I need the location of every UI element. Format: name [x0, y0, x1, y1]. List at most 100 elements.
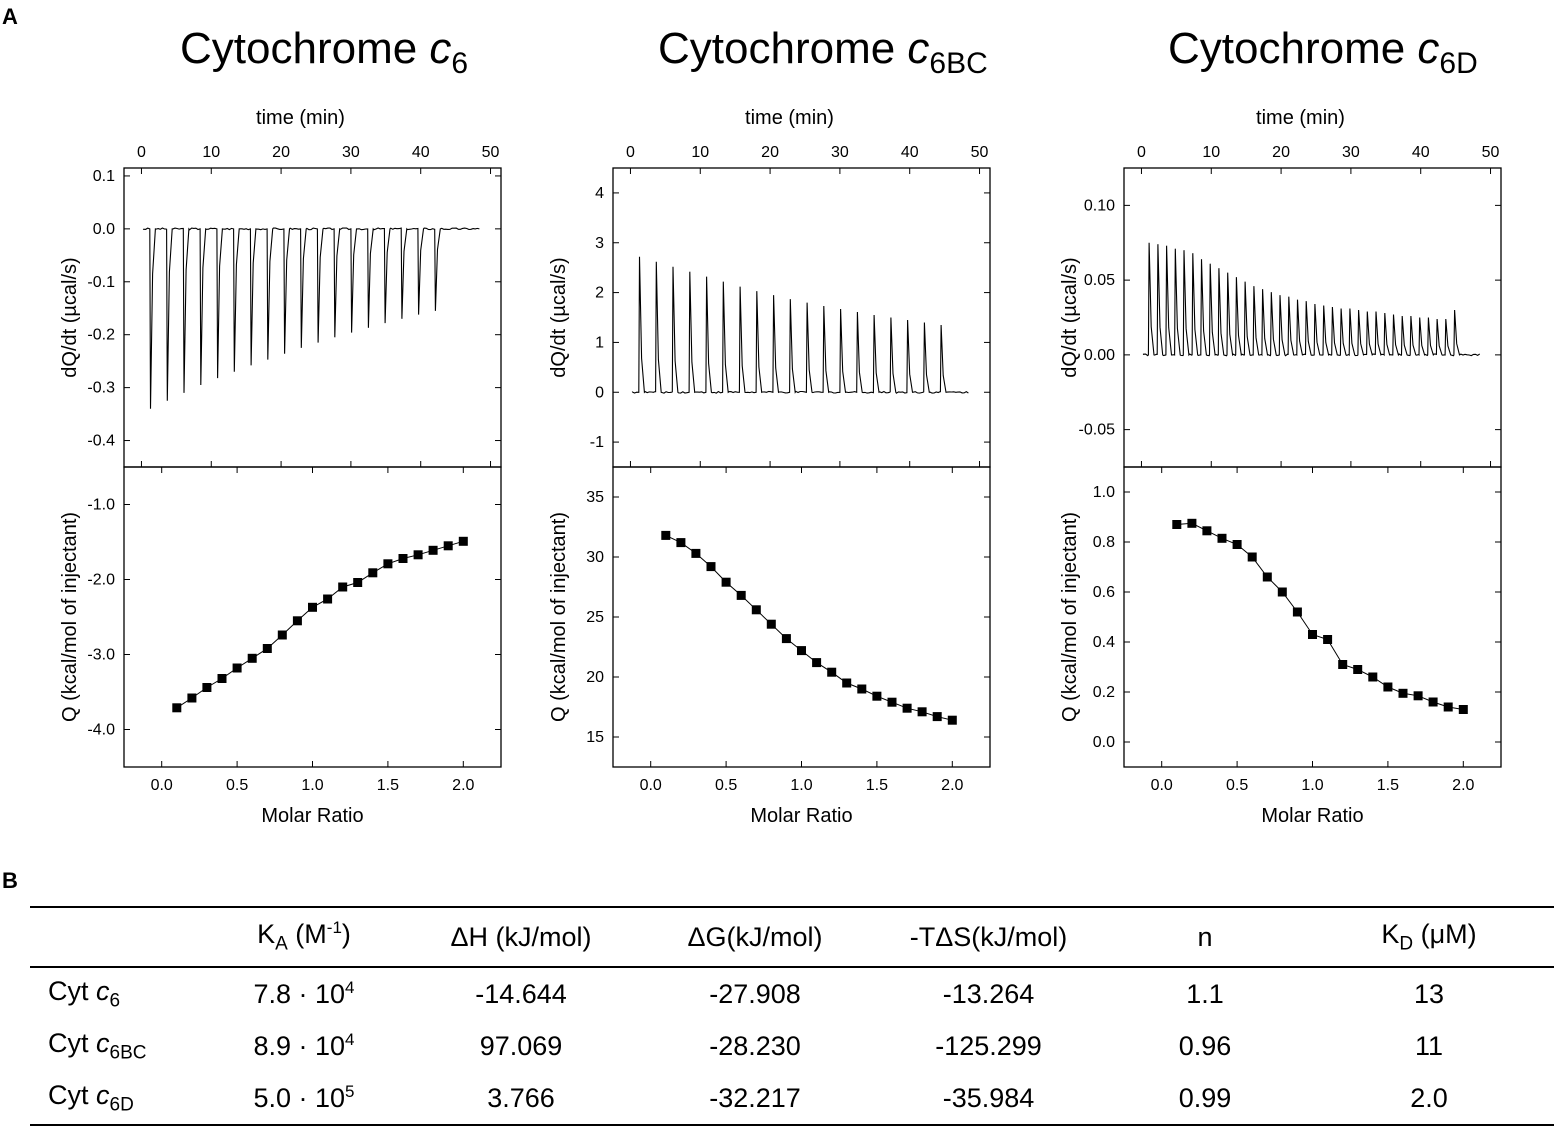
header-dg: ΔG(kJ/mol)	[639, 906, 871, 968]
time-tick-label: 30	[342, 144, 360, 161]
row-label: Cyt c6	[48, 975, 121, 1012]
time-tick-label: 30	[831, 144, 849, 161]
molar-ratio-tick-label: 1.0	[301, 777, 323, 794]
cell-dg: -27.908	[709, 978, 801, 1009]
data-point	[1428, 697, 1438, 707]
data-point	[706, 562, 716, 572]
molar-ratio-tick-label: 2.0	[941, 777, 963, 794]
header-n: n	[1106, 906, 1304, 968]
row-label: Cyt c6BC	[48, 1027, 147, 1064]
top-y-tick-label: 1	[595, 334, 604, 351]
data-point	[458, 536, 468, 546]
data-point	[277, 630, 287, 640]
chart-title-c6bc: Cytochrome c6BC	[658, 24, 988, 80]
top-y-tick-label: -0.2	[87, 327, 115, 344]
data-point	[338, 582, 348, 592]
chart-title-c6: Cytochrome c6	[180, 24, 469, 80]
molar-ratio-axis-label: Molar Ratio	[750, 805, 852, 827]
top-y-tick-label: 0.1	[93, 168, 115, 185]
cell-dg: -32.217	[639, 1072, 871, 1126]
time-tick-label: 50	[1482, 144, 1500, 161]
bottom-y-tick-label: -3.0	[87, 647, 115, 664]
top-y-tick-label: 4	[595, 185, 604, 202]
data-point	[781, 634, 791, 644]
data-point	[947, 715, 957, 725]
chart-panel-1: 0 10 20 30 40 50 time (min) 0.1 0.0 -0.1 -0.2 -0.3 -…	[59, 107, 502, 827]
bottom-plot-frame	[123, 466, 502, 768]
data-point	[172, 703, 182, 713]
time-tick-label: 20	[1272, 144, 1290, 161]
cell-n: 1.1	[1186, 978, 1224, 1009]
thermodynamics-table: KA (M-1) ΔH (kJ/mol) ΔG(kJ/mol) -TΔS(kJ/…	[30, 906, 1554, 1126]
molar-ratio-tick-label: 0.0	[1151, 777, 1173, 794]
molar-ratio-axis-label: Molar Ratio	[261, 805, 363, 827]
bottom-plot-frame	[612, 466, 991, 768]
time-axis-label: time (min)	[1256, 107, 1345, 129]
top-plot-frame	[1123, 167, 1502, 468]
fit-curve	[1176, 522, 1464, 710]
data-point	[1187, 518, 1197, 528]
time-tick-label: 20	[761, 144, 779, 161]
data-point	[1323, 635, 1333, 644]
cell-kd: 13	[1413, 978, 1445, 1009]
data-point	[1172, 520, 1182, 529]
top-y-tick-label: 2	[595, 285, 604, 302]
row-label: Cyt c6D	[30, 1072, 205, 1126]
cell-tds: -13.264	[942, 978, 1035, 1009]
table-row: Cyt c6BC 8.9 · 104 97.069 -28.230 -125.2…	[30, 1020, 1554, 1072]
cell-dh: -14.644	[475, 978, 567, 1009]
data-point	[1202, 526, 1212, 536]
data-point	[812, 658, 822, 668]
chart-title-c6d: Cytochrome c6D	[1168, 24, 1478, 80]
data-point	[857, 684, 867, 694]
top-y-axis-label: dQ/dt (µcal/s)	[548, 257, 570, 377]
cell-dh: 97.069	[479, 1030, 563, 1061]
header-tds: -TΔS(kJ/mol)	[871, 906, 1106, 968]
data-point	[247, 653, 257, 663]
data-point	[917, 707, 927, 717]
data-point	[187, 693, 197, 703]
chart-panel-3: 0 10 20 30 40 50 time (min) 0.10 0.05 0.00 -0.05 dQ…	[1059, 107, 1502, 827]
top-y-tick-label: -0.3	[87, 380, 115, 397]
time-axis-label: time (min)	[745, 107, 834, 129]
data-point	[398, 554, 408, 563]
top-y-tick-label: 0.0	[93, 221, 115, 238]
molar-ratio-tick-label: 0.5	[715, 777, 737, 794]
time-tick-label: 20	[272, 144, 290, 161]
top-y-tick-label: 0.05	[1084, 272, 1115, 289]
top-y-tick-label: -0.1	[87, 274, 115, 291]
time-tick-label: 10	[202, 144, 220, 161]
molar-ratio-tick-label: 2.0	[1452, 777, 1474, 794]
data-point	[1338, 660, 1348, 669]
molar-ratio-tick-label: 0.5	[1226, 777, 1248, 794]
data-point	[413, 550, 423, 560]
raw-heat-trace	[142, 227, 480, 409]
data-point	[262, 644, 272, 653]
cell-dh: 3.766	[403, 1072, 639, 1126]
bottom-y-tick-label: 30	[586, 549, 604, 566]
cell-n: 0.96	[1178, 1030, 1232, 1061]
time-tick-label: 30	[1342, 144, 1360, 161]
time-tick-label: 40	[901, 144, 919, 161]
data-point	[827, 667, 837, 677]
data-point	[902, 703, 912, 713]
data-point	[1277, 587, 1287, 597]
data-point	[1398, 688, 1408, 698]
bottom-y-tick-label: -2.0	[87, 572, 115, 589]
data-point	[676, 538, 686, 548]
data-point	[661, 530, 671, 540]
bottom-y-tick-label: 0.0	[1093, 734, 1115, 751]
top-plot-frame	[612, 167, 991, 468]
molar-ratio-tick-label: 1.0	[790, 777, 812, 794]
cell-ka: 7.8 · 104	[253, 978, 355, 1009]
data-point	[292, 616, 302, 626]
data-point	[217, 674, 227, 683]
bottom-y-tick-label: 0.2	[1093, 684, 1115, 701]
data-point	[428, 545, 438, 555]
molar-ratio-tick-label: 2.0	[452, 777, 474, 794]
data-point	[842, 678, 852, 688]
bottom-y-tick-label: 15	[586, 729, 604, 746]
top-y-axis-label: dQ/dt (µcal/s)	[59, 257, 81, 377]
data-point	[766, 619, 776, 629]
